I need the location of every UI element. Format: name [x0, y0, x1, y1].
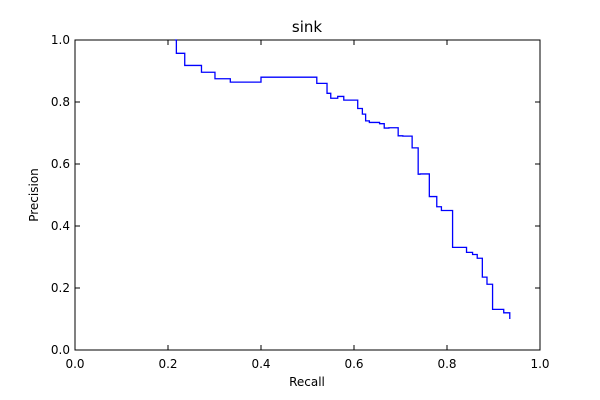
x-tick-label: 0.8 [437, 357, 456, 371]
y-tick-label: 0.2 [51, 281, 70, 295]
plot-area: 0.0 0.2 0.4 0.6 0.8 1.0 0.0 0.2 0.4 0.6 0.8 1.0 [51, 33, 550, 371]
x-tick-label: 0.4 [251, 357, 270, 371]
x-tick-label: 0.0 [65, 357, 84, 371]
y-tick-label: 0.4 [51, 219, 70, 233]
y-tick-label: 0.6 [51, 157, 70, 171]
x-axis-label: Recall [289, 375, 325, 389]
y-axis-label: Precision [27, 168, 41, 222]
precision-recall-line [174, 39, 511, 319]
y-tick-label: 0.0 [51, 343, 70, 357]
x-tick-label: 0.6 [344, 357, 363, 371]
x-tick-label: 0.2 [158, 357, 177, 371]
x-tick-label: 1.0 [530, 357, 549, 371]
axes-frame [74, 39, 541, 351]
chart-title: sink [292, 18, 322, 36]
y-tick-label: 0.8 [51, 95, 70, 109]
y-tick-label: 1.0 [51, 33, 70, 47]
